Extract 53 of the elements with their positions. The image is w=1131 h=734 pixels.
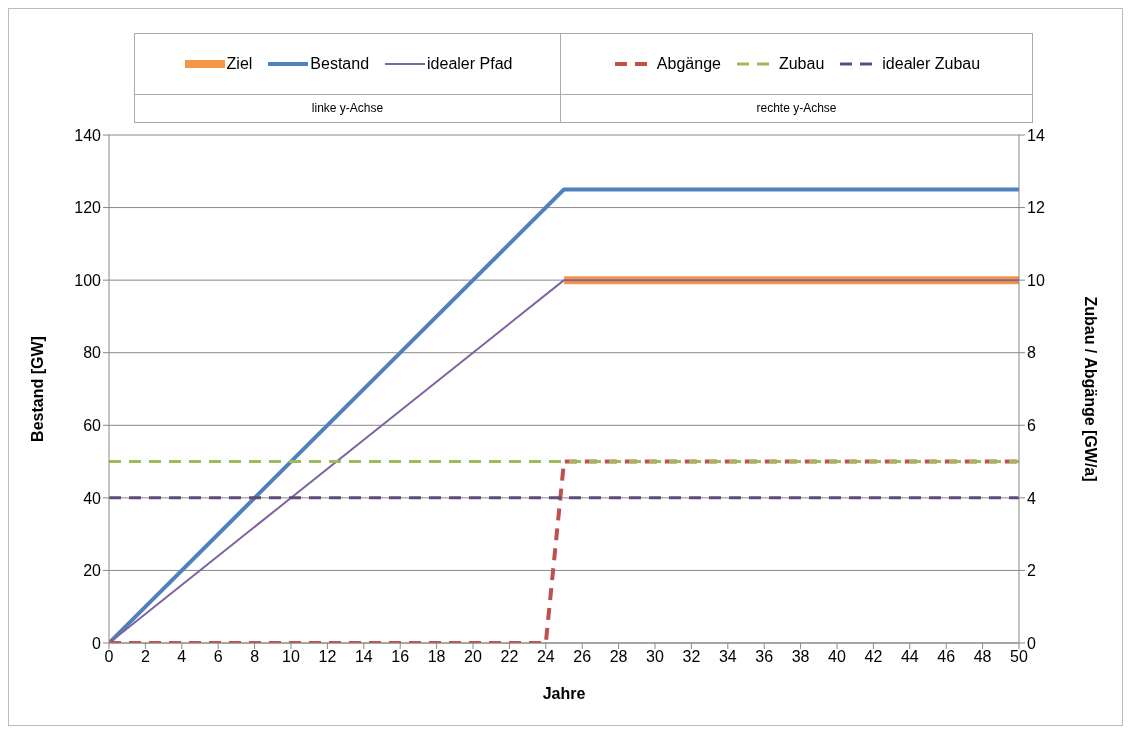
y-tick-label: 140 [74,126,102,144]
x-tick-label: 44 [900,648,919,666]
x-tick-label: 18 [427,648,446,666]
x-tick-label: 28 [609,648,628,666]
x-tick-label: 22 [500,648,519,666]
y2-tick-label: 6 [1027,416,1036,434]
x-tick-label: 16 [391,648,410,666]
legend-label: idealer Pfad [427,55,513,73]
y-tick-label: 20 [83,562,102,580]
legend-label: Abgänge [656,55,721,73]
legend-label: Zubau [778,55,825,73]
x-tick-label: 14 [354,648,373,666]
x-axis-title: Jahre [542,685,586,702]
x-tick-label: 48 [973,648,992,666]
y-tick-label: 40 [83,489,102,507]
x-tick-label: 30 [646,648,664,666]
x-tick-label: 6 [213,648,223,666]
x-tick-label: 32 [682,648,701,666]
text: rechte y-Achse [755,100,838,115]
x-tick-label: 36 [755,648,774,666]
y2-tick-label: 10 [1027,271,1045,289]
x-tick-label: 40 [828,648,846,666]
y2-tick-label: 4 [1027,489,1036,507]
y2-tick-label: 0 [1027,634,1036,652]
y2-axis-title: Zubau / Abgänge [GW/a] [1082,296,1100,482]
x-tick-label: 24 [536,648,555,666]
x-tick-label: 4 [177,648,187,666]
y-tick-label: 80 [83,344,102,362]
x-tick-label: 0 [104,648,114,666]
y-tick-label: 120 [74,199,102,217]
text: linke y-Achse [310,100,385,115]
x-tick-label: 20 [464,648,482,666]
x-tick-label: 50 [1010,648,1028,666]
legend-label: idealer Zubau [882,55,981,73]
y2-tick-label: 2 [1027,562,1036,580]
x-tick-label: 2 [140,648,150,666]
x-tick-label: 12 [318,648,337,666]
y2-tick-label: 8 [1027,344,1036,362]
legend-label: Bestand [310,55,370,73]
x-tick-label: 42 [864,648,883,666]
y2-tick-label: 14 [1027,126,1045,144]
y-tick-label: 60 [83,416,102,434]
legend-label: Ziel [226,55,253,73]
y-tick-label: 0 [92,634,102,652]
x-tick-label: 8 [250,648,260,666]
x-tick-label: 46 [937,648,956,666]
y-tick-label: 100 [74,271,102,289]
x-tick-label: 26 [573,648,592,666]
y-axis-title: Bestand [GW] [28,336,46,442]
x-tick-label: 34 [718,648,737,666]
x-tick-label: 10 [282,648,300,666]
y2-tick-label: 12 [1027,199,1045,217]
x-tick-label: 38 [791,648,810,666]
